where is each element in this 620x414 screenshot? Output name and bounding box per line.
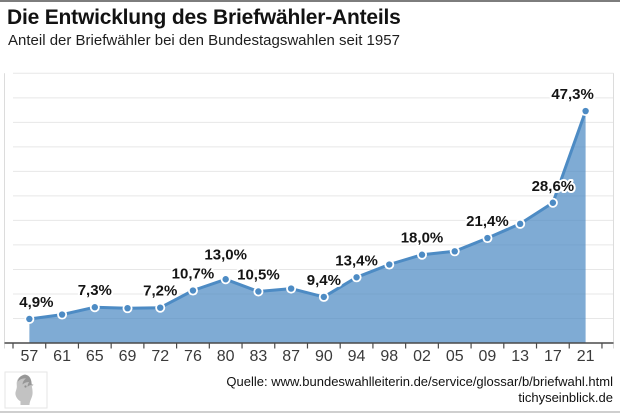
chart-header: Die Entwicklung des Briefwähler-Anteils … (7, 5, 613, 50)
x-tick-label: 98 (380, 348, 398, 365)
data-label: 21,4% (466, 213, 509, 230)
data-label: 18,0% (401, 230, 444, 247)
top-border-rule (0, 0, 620, 2)
tichys-einblick-logo (4, 371, 48, 409)
x-tick-label: 13 (511, 348, 529, 365)
data-point (386, 261, 393, 268)
data-point (516, 220, 524, 228)
x-tick-label: 17 (544, 348, 562, 365)
data-point (124, 304, 131, 312)
source-box: Quelle: www.bundeswahlleiterin.de/servic… (226, 374, 613, 406)
data-point (451, 248, 458, 255)
data-point (484, 234, 491, 242)
bottom-border-rule (0, 411, 620, 413)
x-tick-label: 76 (184, 348, 202, 365)
source-url: Quelle: www.bundeswahlleiterin.de/servic… (226, 374, 613, 389)
data-label: 10,7% (172, 266, 215, 283)
data-label: 7,3% (78, 282, 112, 299)
x-tick-label: 72 (151, 348, 169, 365)
x-tick-label: 21 (577, 348, 595, 365)
x-tick-label: 09 (479, 348, 497, 365)
data-point (549, 199, 557, 206)
x-tick-label: 83 (250, 348, 268, 365)
x-tick-label: 61 (53, 348, 71, 365)
data-label: 4,9% (19, 294, 53, 311)
data-label: 7,2% (143, 283, 177, 300)
data-label: 10,5% (237, 267, 280, 284)
data-label: 13,4% (335, 252, 378, 269)
data-point (418, 251, 426, 258)
chart-footer: Quelle: www.bundeswahlleiterin.de/servic… (0, 369, 620, 411)
data-point (320, 293, 328, 301)
data-point (353, 274, 360, 281)
x-tick-label: 69 (119, 348, 137, 365)
data-point (287, 285, 295, 292)
x-tick-label: 05 (446, 348, 464, 365)
x-tick-label: 94 (348, 348, 366, 365)
page-subtitle: Anteil der Briefwähler bei den Bundestag… (8, 32, 400, 49)
data-label: 47,3% (551, 86, 594, 103)
data-label: 9,4% (307, 272, 341, 289)
classical-head-icon (4, 371, 48, 409)
area-fill (29, 111, 586, 343)
site-url: tichyseinblick.de (518, 390, 613, 405)
data-point (26, 315, 33, 323)
data-point (58, 311, 66, 318)
x-tick-label: 80 (217, 348, 235, 365)
data-point (582, 107, 589, 115)
x-tick-label: 87 (282, 348, 300, 365)
data-point (222, 276, 229, 283)
x-tick-label: 02 (413, 348, 431, 365)
page-title: Die Entwicklung des Briefwähler-Anteils (7, 6, 401, 29)
data-label: 28,6% (532, 178, 575, 195)
trend-line (27, 109, 588, 321)
data-point (91, 304, 99, 311)
x-tick-label: 57 (20, 348, 38, 365)
data-point (255, 288, 262, 295)
x-tick-label: 65 (86, 348, 104, 365)
data-point (157, 304, 164, 311)
x-tick-label: 90 (315, 348, 333, 365)
data-point (189, 287, 197, 294)
data-label: 13,0% (204, 246, 247, 263)
